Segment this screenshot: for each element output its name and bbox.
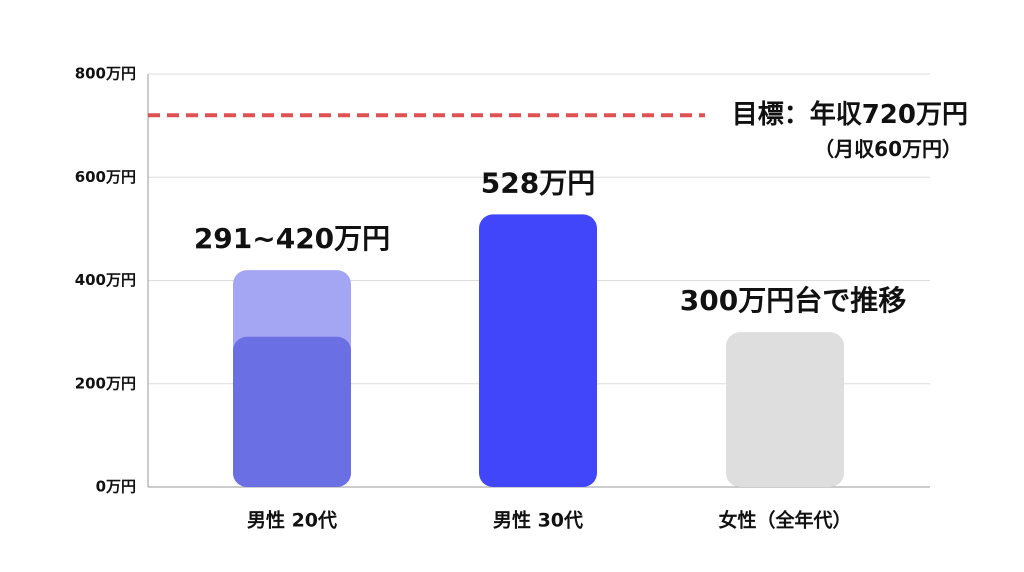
y-tick-label: 0万円: [96, 478, 136, 496]
y-tick-label: 800万円: [75, 65, 136, 83]
data-label: 291~420万円: [194, 222, 390, 255]
data-label: 300万円台で推移: [680, 284, 906, 317]
y-tick-label: 200万円: [75, 374, 136, 392]
y-tick-label: 400万円: [75, 271, 136, 289]
bar: [726, 332, 844, 487]
reference-sublabel: （月収60万円）: [814, 137, 962, 161]
y-tick-label: 600万円: [75, 168, 136, 186]
x-tick-label: 男性 20代: [247, 509, 337, 532]
bar: [479, 214, 597, 488]
x-tick-label: 男性 30代: [493, 509, 583, 532]
x-tick-label: 女性（全年代）: [718, 509, 851, 532]
data-label: 528万円: [481, 166, 595, 199]
reference-label: 目標：年収720万円: [732, 99, 968, 130]
bar: [233, 336, 351, 487]
